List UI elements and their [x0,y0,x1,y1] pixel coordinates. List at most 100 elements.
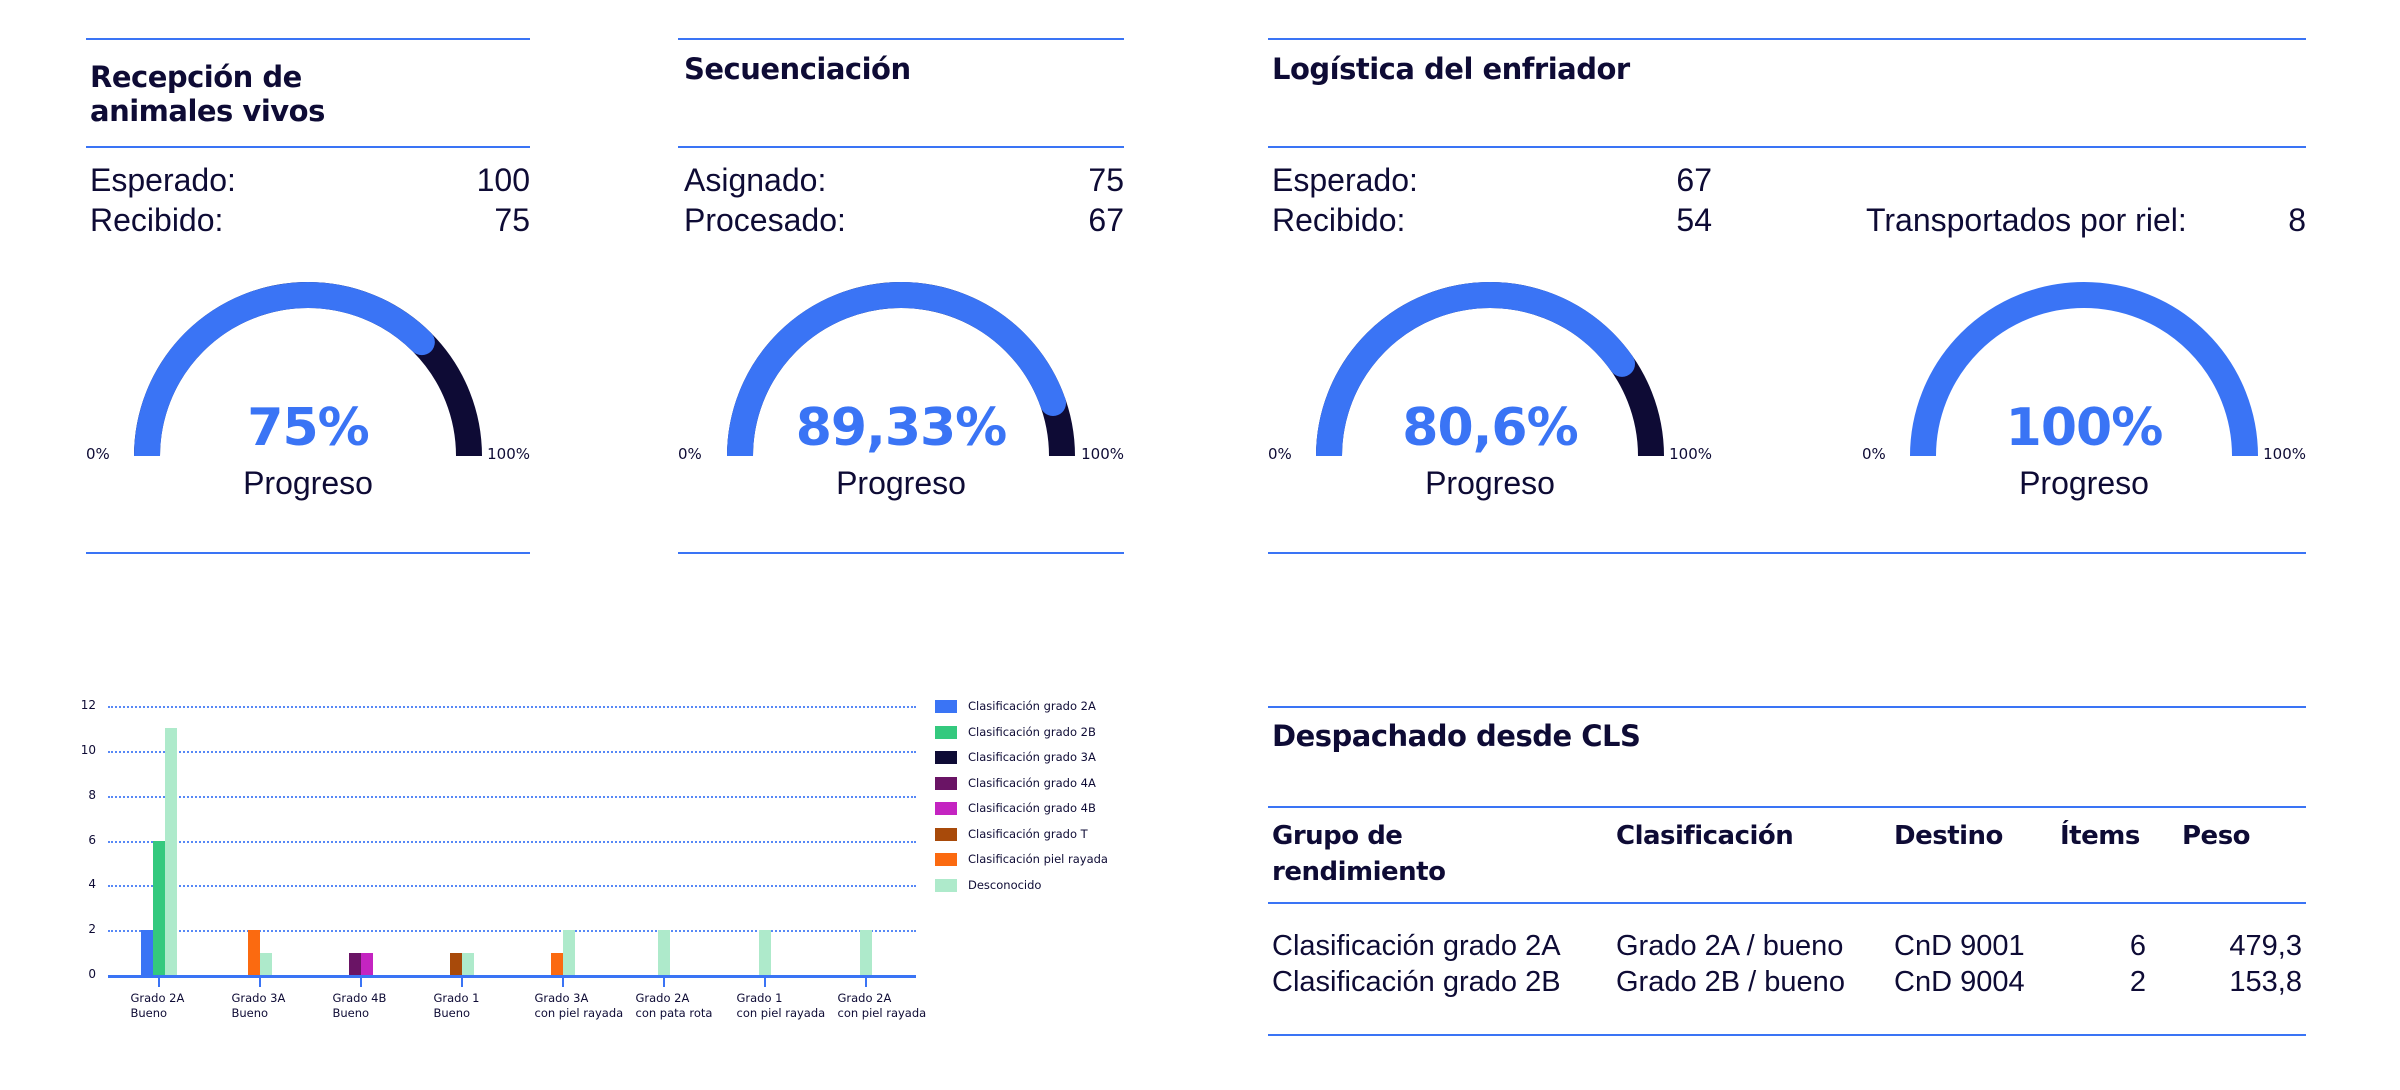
y-tick-label: 6 [88,832,96,847]
legend-swatch [935,700,957,713]
legend-label: Clasificación piel rayada [968,852,1108,866]
bar-clasificaci-n-piel-rayada [550,952,563,975]
x-tick [662,977,665,987]
gauge-arc [1910,282,2258,457]
legend-swatch [935,802,957,815]
gauge-max-label: 100% [2263,445,2306,463]
gridline [108,750,916,753]
gauge-label: Progreso [1425,465,1555,501]
y-tick-label: 2 [88,922,96,937]
bar-desconocido [758,930,771,975]
legend-item: Clasificación grado 4A [935,775,1195,791]
col-header-peso: Peso [2182,821,2251,851]
card-title: Logística del enfriador [1272,52,1630,86]
bar-desconocido [259,952,272,975]
bar-clasificaci-n-grado-4b [360,952,373,975]
stat-row: Esperado: 67 [1272,162,1712,198]
divider [678,552,1124,554]
divider [1268,38,2306,40]
x-tick-label: Grado 3A con piel rayada [534,991,624,1020]
stat-row: Procesado: 67 [684,202,1124,238]
divider [86,146,530,148]
stat-row: Recibido: 75 [90,202,530,238]
gauge-arc [727,282,1075,457]
legend-swatch [935,725,957,739]
legend-item: Clasificación grado 2A [935,698,1195,714]
legend-swatch [935,776,957,790]
cell-items: 2 [2129,966,2146,998]
legend-label: Clasificación grado 2A [968,699,1096,713]
divider [1268,552,2306,554]
cell-items: 6 [2129,930,2146,962]
gridline [108,795,916,798]
gauge-percent: 80,6% [1402,398,1578,458]
cell-grupo: Clasificación grado 2A [1272,930,1561,962]
bar-desconocido [562,930,575,975]
x-tick-label: Grado 2A Bueno [130,991,185,1020]
x-tick-label: Grado 3A Bueno [231,991,286,1020]
stat-row-rail: Transportados por riel: 8 [1866,202,2306,238]
x-tick-label: Grado 2A con pata rota [635,991,713,1020]
y-tick-label: 4 [88,877,96,892]
x-tick [359,977,362,987]
stat-row: Esperado: 100 [90,162,530,198]
bar-clasificaci-n-grado-t [449,952,462,975]
x-tick-label: Grado 2A con piel rayada [837,991,927,1020]
gauge-max-label: 100% [1081,445,1124,463]
y-tick-label: 10 [80,742,96,757]
cell-clasificacion: Grado 2B / bueno [1616,966,1845,998]
gridline [108,706,916,708]
gauge-min-label: 0% [1862,445,1886,463]
x-tick [258,977,261,987]
cell-grupo: Clasificación grado 2B [1272,966,1561,998]
bar-clasificaci-n-grado-2b [152,840,165,975]
cell-destino: CnD 9001 [1894,930,2025,962]
x-tick [763,977,766,987]
bar-clasificaci-n-piel-rayada [247,930,260,975]
legend-label: Clasificación grado 4B [968,801,1096,815]
x-tick [561,977,564,987]
gauge-arc [1316,282,1664,457]
progress-gauge: 75% Progreso 0% 100% [86,280,530,510]
x-tick [864,977,867,987]
card-title: Recepción de animales vivos [90,60,325,128]
stat-row: Asignado: 75 [684,162,1124,198]
card-title: Secuenciación [684,52,911,86]
bar-clasificaci-n-grado-4a [348,952,361,975]
gauge-min-label: 0% [86,445,110,463]
gridline [108,885,916,888]
legend-label: Clasificación grado T [968,826,1088,841]
legend-label: Desconocido [968,877,1042,892]
bar-chart: 0 2 4 6 8 10 12 Grado 2A Bueno Grado 3A Bueno Gra… [80,698,1195,1020]
y-tick-label: 0 [88,967,96,981]
progress-gauge: 89,33% Progreso 0% 100% [678,280,1124,510]
legend-swatch [935,878,957,892]
legend-label: Clasificación grado 4A [968,775,1096,790]
x-tick [157,977,160,987]
bar-desconocido [461,952,474,975]
legend-label: Clasificación grado 3A [968,750,1096,764]
divider [1268,146,2306,148]
gauge-percent: 75% [247,398,369,458]
x-tick-label: Grado 1 con piel rayada [736,991,826,1020]
y-tick-label: 12 [80,698,96,712]
divider [1268,1034,2306,1036]
cell-peso: 479,3 [2229,930,2302,962]
x-tick-label: Grado 4B Bueno [332,991,387,1020]
table-title: Despachado desde CLS [1272,719,1641,753]
gauge-percent: 89,33% [795,398,1008,458]
gauge-label: Progreso [836,465,966,501]
col-header-destino: Destino [1894,821,2003,851]
gauge-max-label: 100% [1669,445,1712,463]
legend-swatch [935,751,957,764]
divider [86,552,530,554]
stat-row: Recibido: 54 [1272,202,1712,238]
gauge-percent: 100% [2005,398,2164,458]
gauge-max-label: 100% [487,445,530,463]
gridline [108,840,916,843]
divider [678,146,1124,148]
gauge-label: Progreso [243,465,373,501]
col-header-items: Ítems [2060,821,2140,851]
bar-desconocido [164,728,177,975]
divider [1268,806,2306,808]
